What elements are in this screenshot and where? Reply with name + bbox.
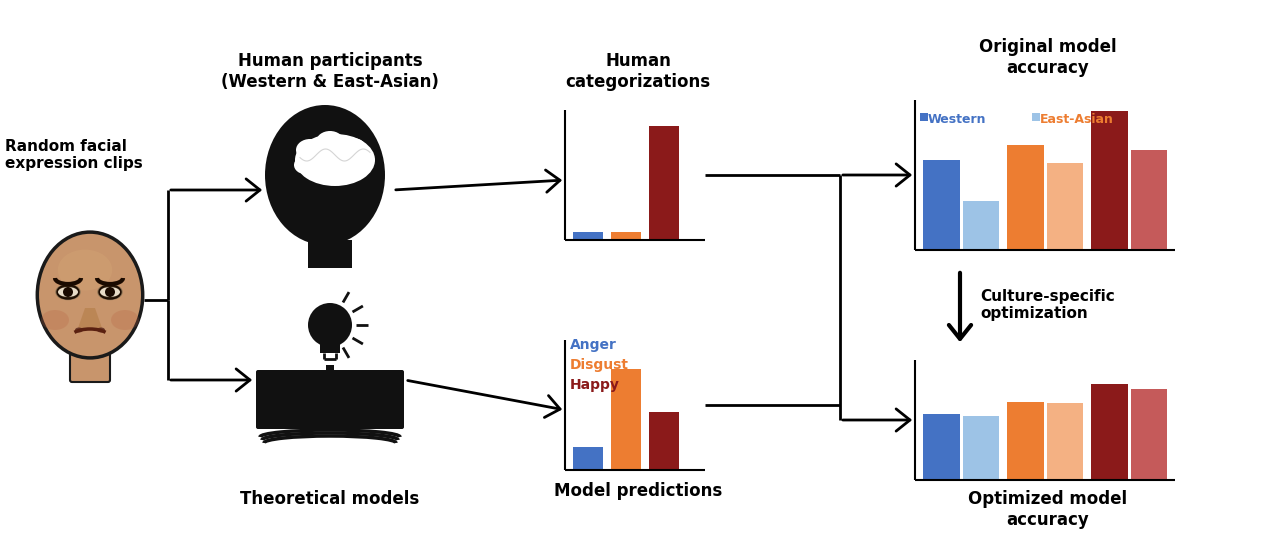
Ellipse shape	[335, 156, 358, 174]
Bar	[611, 232, 641, 240]
Bar	[1047, 163, 1083, 250]
Circle shape	[105, 287, 115, 297]
Ellipse shape	[111, 310, 140, 330]
Bar	[1091, 111, 1128, 250]
Bar	[963, 416, 998, 480]
Bar	[1047, 403, 1083, 480]
Ellipse shape	[58, 287, 78, 297]
FancyBboxPatch shape	[256, 370, 328, 429]
Bar	[923, 414, 960, 480]
Text: Optimized model
accuracy: Optimized model accuracy	[969, 490, 1128, 529]
Circle shape	[308, 303, 352, 347]
FancyBboxPatch shape	[308, 240, 352, 268]
Bar	[963, 201, 998, 250]
Text: Original model
accuracy: Original model accuracy	[979, 38, 1117, 77]
Text: Theoretical models: Theoretical models	[241, 490, 420, 508]
Bar	[1091, 384, 1128, 480]
Bar	[923, 160, 960, 250]
Bar	[649, 412, 678, 470]
Ellipse shape	[97, 328, 105, 333]
Ellipse shape	[314, 159, 337, 177]
Text: Human participants
(Western & East-Asian): Human participants (Western & East-Asian…	[221, 52, 439, 91]
Ellipse shape	[316, 131, 344, 153]
Bar	[326, 365, 334, 430]
FancyBboxPatch shape	[332, 370, 404, 429]
Bar	[573, 447, 603, 470]
Ellipse shape	[58, 285, 79, 299]
Text: Happy: Happy	[570, 378, 620, 392]
Bar	[649, 125, 678, 240]
Bar	[573, 232, 603, 240]
Bar	[1130, 389, 1167, 480]
Text: Culture-specific
optimization: Culture-specific optimization	[980, 289, 1115, 321]
Bar	[1007, 145, 1043, 250]
Ellipse shape	[58, 249, 113, 290]
Text: East-Asian: East-Asian	[1039, 113, 1114, 126]
Text: Western: Western	[928, 113, 987, 126]
Bar	[1032, 113, 1039, 121]
Ellipse shape	[296, 139, 324, 161]
Ellipse shape	[294, 156, 316, 174]
Bar	[611, 369, 641, 470]
Ellipse shape	[99, 285, 122, 299]
Text: Human
categorizations: Human categorizations	[566, 52, 710, 91]
Bar	[920, 113, 928, 121]
Ellipse shape	[100, 287, 120, 297]
Ellipse shape	[265, 105, 385, 245]
Bar	[320, 343, 340, 353]
Bar	[1130, 150, 1167, 250]
Ellipse shape	[76, 328, 83, 333]
Ellipse shape	[37, 232, 142, 358]
Text: Anger: Anger	[570, 338, 617, 352]
FancyBboxPatch shape	[70, 348, 110, 382]
Polygon shape	[78, 308, 102, 330]
Ellipse shape	[340, 138, 366, 158]
Ellipse shape	[355, 150, 372, 166]
Text: Random facial
expression clips: Random facial expression clips	[5, 139, 143, 171]
Circle shape	[63, 287, 73, 297]
Text: Model predictions: Model predictions	[554, 482, 722, 500]
Ellipse shape	[294, 134, 375, 186]
Bar	[1007, 402, 1043, 480]
Ellipse shape	[41, 310, 69, 330]
Text: Disgust: Disgust	[570, 358, 628, 372]
